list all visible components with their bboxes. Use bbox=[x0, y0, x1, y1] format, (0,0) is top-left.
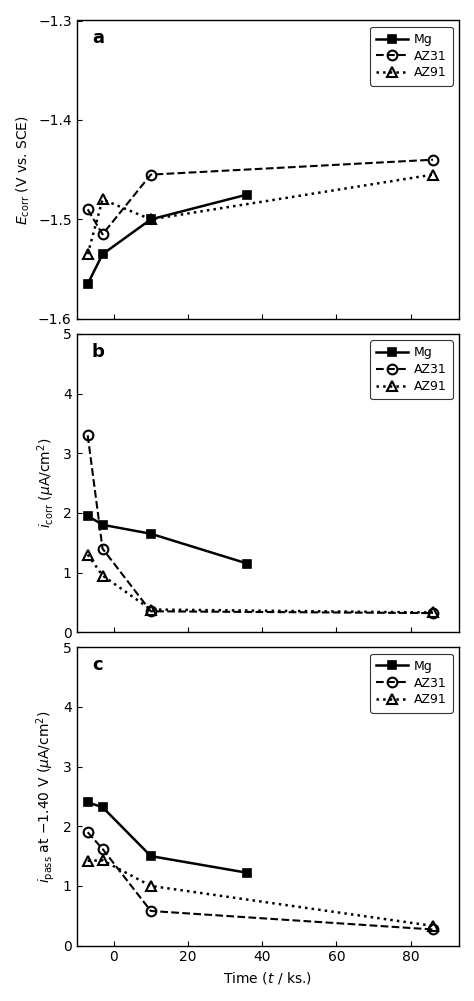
AZ31 bbox=[85, 203, 91, 215]
Mg bbox=[148, 528, 154, 540]
AZ31 bbox=[85, 826, 91, 838]
AZ91 bbox=[430, 168, 436, 180]
Legend: Mg, AZ31, AZ91: Mg, AZ31, AZ91 bbox=[370, 654, 453, 713]
Line: AZ31: AZ31 bbox=[83, 828, 438, 934]
Mg bbox=[100, 248, 105, 260]
AZ91 bbox=[100, 193, 105, 205]
AZ31 bbox=[148, 168, 154, 180]
Mg bbox=[85, 797, 91, 809]
AZ91 bbox=[85, 855, 91, 867]
AZ91 bbox=[100, 570, 105, 582]
Mg bbox=[85, 278, 91, 290]
Mg bbox=[100, 519, 105, 531]
AZ91 bbox=[148, 880, 154, 892]
Mg bbox=[245, 558, 250, 570]
AZ31 bbox=[100, 843, 105, 855]
AZ91 bbox=[148, 213, 154, 225]
AZ31 bbox=[430, 924, 436, 936]
Line: Mg: Mg bbox=[83, 190, 252, 288]
Y-axis label: $i_{\mathrm{pass}}$ at $-$1.40 V ($\mu$A/cm$^2$): $i_{\mathrm{pass}}$ at $-$1.40 V ($\mu$A… bbox=[35, 710, 57, 883]
AZ31 bbox=[100, 228, 105, 240]
AZ31 bbox=[430, 154, 436, 166]
Mg bbox=[245, 867, 250, 879]
Legend: Mg, AZ31, AZ91: Mg, AZ31, AZ91 bbox=[370, 340, 453, 399]
X-axis label: Time ($t$ / ks.): Time ($t$ / ks.) bbox=[223, 970, 312, 986]
AZ91 bbox=[148, 604, 154, 616]
AZ91 bbox=[85, 248, 91, 260]
Mg bbox=[100, 801, 105, 813]
AZ91 bbox=[85, 549, 91, 561]
Line: AZ31: AZ31 bbox=[83, 155, 438, 239]
AZ91 bbox=[430, 607, 436, 619]
Line: AZ91: AZ91 bbox=[83, 170, 438, 259]
Line: AZ91: AZ91 bbox=[83, 856, 438, 931]
AZ31 bbox=[100, 543, 105, 555]
Text: a: a bbox=[92, 29, 104, 47]
Y-axis label: $i_{\mathrm{corr}}$ ($\mu$A/cm$^2$): $i_{\mathrm{corr}}$ ($\mu$A/cm$^2$) bbox=[36, 437, 57, 529]
Text: c: c bbox=[92, 657, 102, 675]
Text: b: b bbox=[92, 343, 105, 360]
Mg bbox=[245, 188, 250, 200]
AZ91 bbox=[100, 854, 105, 866]
Line: Mg: Mg bbox=[83, 798, 252, 877]
Legend: Mg, AZ31, AZ91: Mg, AZ31, AZ91 bbox=[370, 27, 453, 86]
AZ31 bbox=[430, 607, 436, 619]
Line: AZ91: AZ91 bbox=[83, 550, 438, 618]
AZ31 bbox=[85, 429, 91, 441]
Line: AZ31: AZ31 bbox=[83, 430, 438, 618]
Mg bbox=[148, 850, 154, 862]
Mg bbox=[148, 213, 154, 225]
AZ91 bbox=[430, 920, 436, 932]
Line: Mg: Mg bbox=[83, 512, 252, 568]
Mg bbox=[85, 510, 91, 522]
Y-axis label: $E_{\mathrm{corr}}$ (V vs. SCE): $E_{\mathrm{corr}}$ (V vs. SCE) bbox=[15, 115, 32, 224]
AZ31 bbox=[148, 606, 154, 618]
AZ31 bbox=[148, 905, 154, 917]
